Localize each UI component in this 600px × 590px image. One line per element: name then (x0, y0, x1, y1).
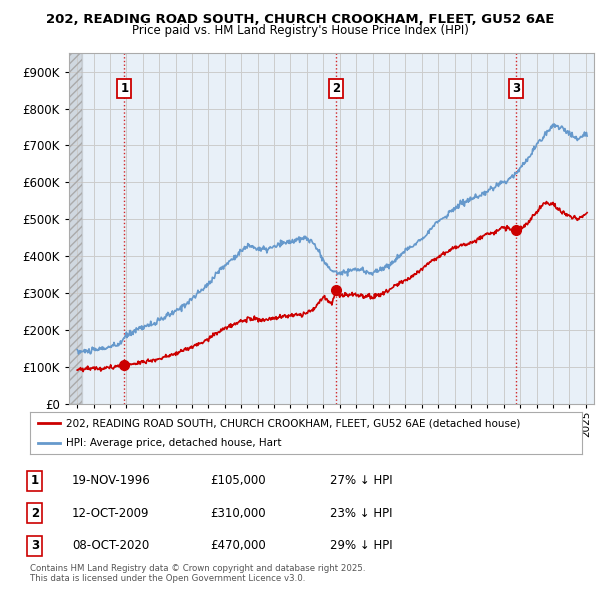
Bar (69, 53, 82, 404)
Text: HPI: Average price, detached house, Hart: HPI: Average price, detached house, Hart (66, 438, 281, 448)
Text: 1: 1 (31, 474, 39, 487)
Text: 1: 1 (121, 81, 128, 95)
Text: £310,000: £310,000 (210, 507, 266, 520)
Text: 12-OCT-2009: 12-OCT-2009 (72, 507, 149, 520)
Text: £105,000: £105,000 (210, 474, 266, 487)
Text: 19-NOV-1996: 19-NOV-1996 (72, 474, 151, 487)
Text: 202, READING ROAD SOUTH, CHURCH CROOKHAM, FLEET, GU52 6AE: 202, READING ROAD SOUTH, CHURCH CROOKHAM… (46, 13, 554, 26)
Text: Contains HM Land Registry data © Crown copyright and database right 2025.
This d: Contains HM Land Registry data © Crown c… (30, 563, 365, 583)
Text: £470,000: £470,000 (210, 539, 266, 552)
Bar (69, 53, 82, 404)
Text: 29% ↓ HPI: 29% ↓ HPI (330, 539, 392, 552)
Text: 3: 3 (31, 539, 39, 552)
Text: 2: 2 (31, 507, 39, 520)
Text: 08-OCT-2020: 08-OCT-2020 (72, 539, 149, 552)
Text: 27% ↓ HPI: 27% ↓ HPI (330, 474, 392, 487)
Text: 23% ↓ HPI: 23% ↓ HPI (330, 507, 392, 520)
Text: 3: 3 (512, 81, 520, 95)
Text: 2: 2 (332, 81, 340, 95)
Text: 202, READING ROAD SOUTH, CHURCH CROOKHAM, FLEET, GU52 6AE (detached house): 202, READING ROAD SOUTH, CHURCH CROOKHAM… (66, 418, 520, 428)
Text: Price paid vs. HM Land Registry's House Price Index (HPI): Price paid vs. HM Land Registry's House … (131, 24, 469, 37)
